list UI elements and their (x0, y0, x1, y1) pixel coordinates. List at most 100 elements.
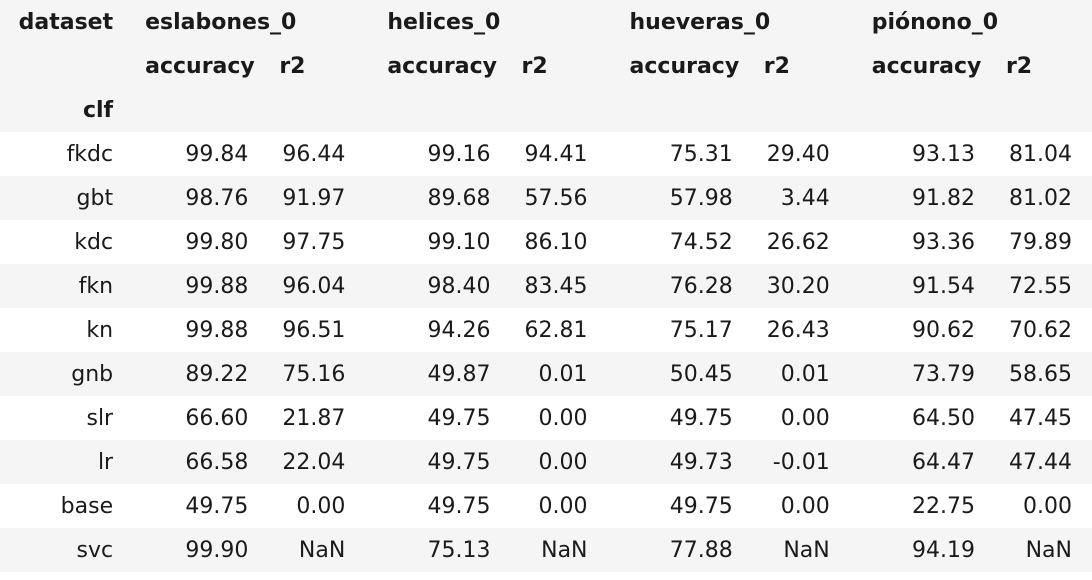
index-row-blank (499, 88, 608, 132)
row-label: fkn (0, 264, 124, 308)
table-header: dataset eslabones_0 helices_0 hueveras_0… (0, 0, 1092, 132)
r2-cell: 97.75 (257, 220, 366, 264)
accuracy-cell: 99.84 (123, 132, 258, 176)
r2-cell: 0.00 (983, 484, 1092, 528)
metric-header-r2: r2 (257, 44, 366, 88)
table-row: lr 66.58 22.04 49.75 0.00 49.73 -0.01 64.47 47.4… (0, 440, 1092, 484)
table-row: svc 99.90 NaN 75.13 NaN 77.88 NaN 94.19 NaN (0, 528, 1092, 572)
accuracy-cell: 57.98 (607, 176, 742, 220)
accuracy-cell: 66.60 (123, 396, 258, 440)
accuracy-cell: 99.90 (123, 528, 258, 572)
r2-cell: 21.87 (257, 396, 366, 440)
accuracy-cell: 49.73 (607, 440, 742, 484)
row-label: lr (0, 440, 124, 484)
corner-label: dataset (0, 0, 124, 44)
metric-header-row: accuracy r2 accuracy r2 accuracy r2 accu… (0, 44, 1092, 88)
row-label: svc (0, 528, 124, 572)
r2-cell: 30.20 (741, 264, 850, 308)
accuracy-cell: 75.13 (365, 528, 500, 572)
accuracy-cell: 89.22 (123, 352, 258, 396)
r2-cell: 70.62 (983, 308, 1092, 352)
accuracy-cell: 75.17 (607, 308, 742, 352)
dataset-header-pionono: piónono_0 (849, 0, 1092, 44)
accuracy-cell: 49.75 (365, 396, 500, 440)
accuracy-cell: 49.75 (365, 440, 500, 484)
r2-cell: 62.81 (499, 308, 608, 352)
accuracy-cell: 76.28 (607, 264, 742, 308)
metric-header-accuracy: accuracy (849, 44, 984, 88)
r2-cell: NaN (499, 528, 608, 572)
table-row: slr 66.60 21.87 49.75 0.00 49.75 0.00 64.50 47.4… (0, 396, 1092, 440)
index-name-label: clf (0, 88, 124, 132)
index-row-blank (365, 88, 500, 132)
table-row: kn 99.88 96.51 94.26 62.81 75.17 26.43 90.62 70.… (0, 308, 1092, 352)
metric-header-blank (0, 44, 124, 88)
accuracy-cell: 22.75 (849, 484, 984, 528)
accuracy-cell: 50.45 (607, 352, 742, 396)
r2-cell: NaN (741, 528, 850, 572)
metric-header-r2: r2 (983, 44, 1092, 88)
r2-cell: 0.00 (257, 484, 366, 528)
accuracy-cell: 49.87 (365, 352, 500, 396)
row-label: gnb (0, 352, 124, 396)
dataset-header-helices: helices_0 (365, 0, 608, 44)
accuracy-cell: 99.80 (123, 220, 258, 264)
index-row-blank (741, 88, 850, 132)
accuracy-cell: 89.68 (365, 176, 500, 220)
table-row: fkdc 99.84 96.44 99.16 94.41 75.31 29.40 93.13 8… (0, 132, 1092, 176)
index-row-blank (123, 88, 258, 132)
r2-cell: 26.43 (741, 308, 850, 352)
r2-cell: 29.40 (741, 132, 850, 176)
accuracy-cell: 90.62 (849, 308, 984, 352)
r2-cell: 0.01 (741, 352, 850, 396)
accuracy-cell: 99.88 (123, 308, 258, 352)
r2-cell: 96.04 (257, 264, 366, 308)
r2-cell: 47.45 (983, 396, 1092, 440)
accuracy-cell: 91.54 (849, 264, 984, 308)
r2-cell: -0.01 (741, 440, 850, 484)
r2-cell: 94.41 (499, 132, 608, 176)
dataset-header-row: dataset eslabones_0 helices_0 hueveras_0… (0, 0, 1092, 44)
accuracy-cell: 91.82 (849, 176, 984, 220)
accuracy-cell: 98.40 (365, 264, 500, 308)
row-label: fkdc (0, 132, 124, 176)
accuracy-cell: 99.16 (365, 132, 500, 176)
r2-cell: NaN (257, 528, 366, 572)
row-label: kn (0, 308, 124, 352)
dataset-header-eslabones: eslabones_0 (123, 0, 366, 44)
metric-header-accuracy: accuracy (123, 44, 258, 88)
r2-cell: 0.00 (499, 440, 608, 484)
metric-header-r2: r2 (499, 44, 608, 88)
index-row-blank (257, 88, 366, 132)
accuracy-cell: 73.79 (849, 352, 984, 396)
accuracy-cell: 66.58 (123, 440, 258, 484)
accuracy-cell: 49.75 (607, 484, 742, 528)
row-label: gbt (0, 176, 124, 220)
r2-cell: 22.04 (257, 440, 366, 484)
accuracy-cell: 77.88 (607, 528, 742, 572)
table-body: fkdc 99.84 96.44 99.16 94.41 75.31 29.40 93.13 8… (0, 132, 1092, 572)
r2-cell: 81.02 (983, 176, 1092, 220)
r2-cell: 3.44 (741, 176, 850, 220)
accuracy-cell: 98.76 (123, 176, 258, 220)
r2-cell: 26.62 (741, 220, 850, 264)
accuracy-cell: 94.26 (365, 308, 500, 352)
metric-header-accuracy: accuracy (607, 44, 742, 88)
r2-cell: 91.97 (257, 176, 366, 220)
table-row: base 49.75 0.00 49.75 0.00 49.75 0.00 22.75 0.00 (0, 484, 1092, 528)
r2-cell: NaN (983, 528, 1092, 572)
accuracy-cell: 64.47 (849, 440, 984, 484)
r2-cell: 0.00 (499, 484, 608, 528)
metric-header-accuracy: accuracy (365, 44, 500, 88)
r2-cell: 0.00 (499, 396, 608, 440)
r2-cell: 86.10 (499, 220, 608, 264)
r2-cell: 81.04 (983, 132, 1092, 176)
r2-cell: 96.44 (257, 132, 366, 176)
r2-cell: 96.51 (257, 308, 366, 352)
index-row-blank (983, 88, 1092, 132)
r2-cell: 47.44 (983, 440, 1092, 484)
r2-cell: 0.00 (741, 484, 850, 528)
r2-cell: 75.16 (257, 352, 366, 396)
accuracy-cell: 99.88 (123, 264, 258, 308)
